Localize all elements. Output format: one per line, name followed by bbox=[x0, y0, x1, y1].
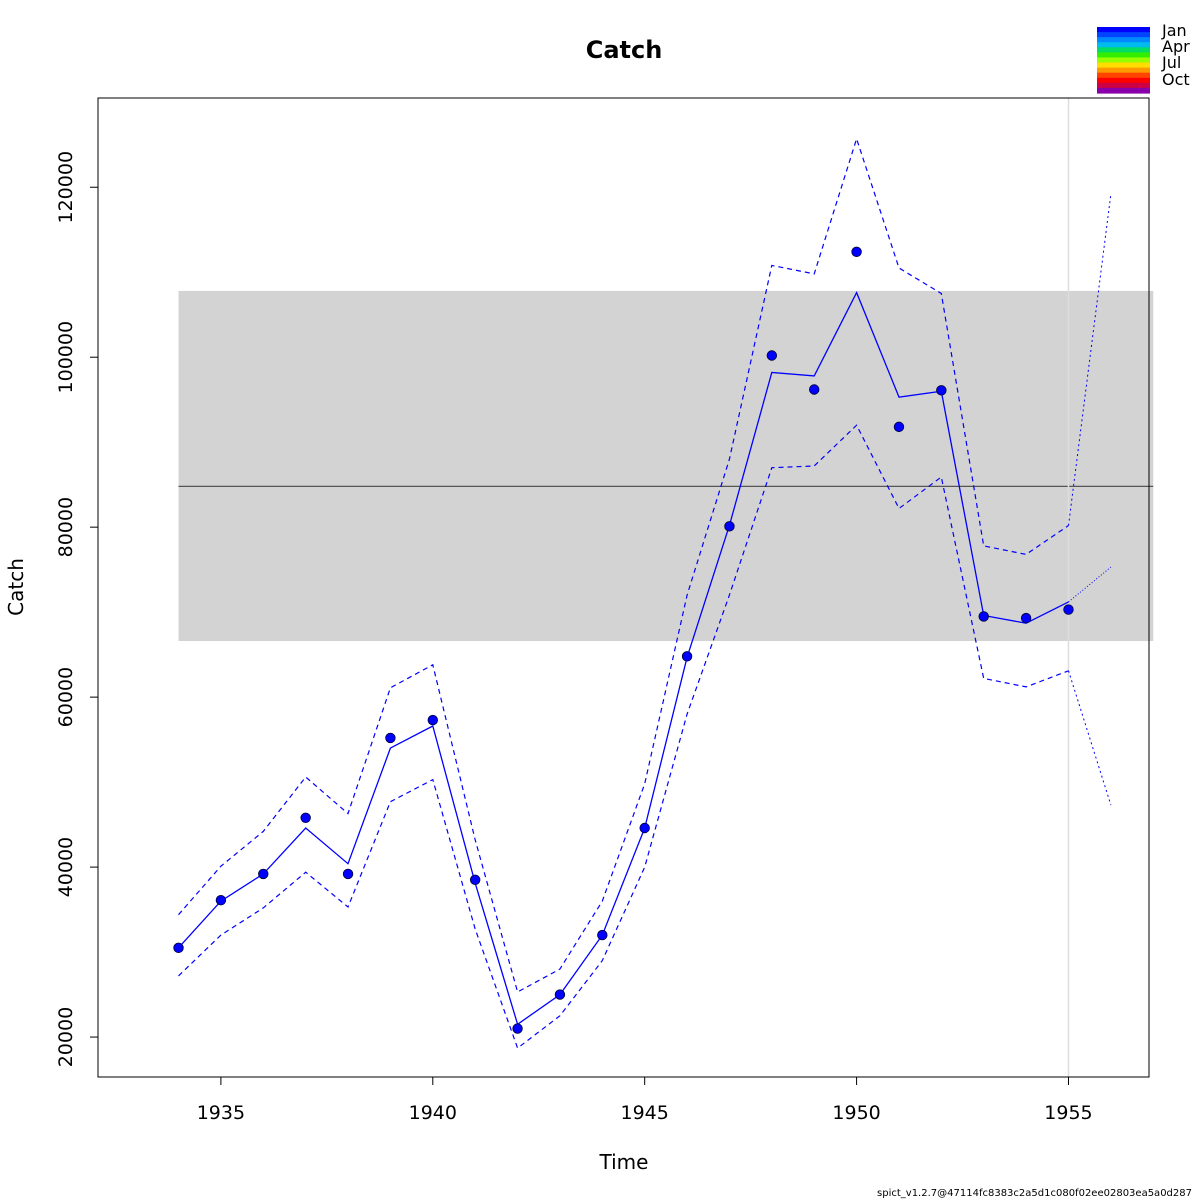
msy-band bbox=[178, 290, 1154, 642]
legend-label: Apr bbox=[1162, 37, 1190, 56]
observed-point bbox=[385, 732, 396, 744]
observed-point bbox=[554, 989, 566, 1000]
x-tick-label: 1940 bbox=[409, 1102, 457, 1124]
y-axis-label: Catch bbox=[4, 558, 28, 616]
observed-point bbox=[681, 651, 693, 662]
observed-point bbox=[427, 714, 438, 726]
x-tick-label: 1955 bbox=[1044, 1102, 1092, 1124]
footer-text: spict_v1.2.7@47114fc8383c2a5d1c080f02ee0… bbox=[877, 1188, 1192, 1199]
forecast-lower-line bbox=[1068, 670, 1112, 806]
x-tick-label: 1935 bbox=[197, 1102, 245, 1124]
observed-point bbox=[342, 868, 354, 880]
observed-point bbox=[597, 929, 608, 941]
x-tick-label: 1945 bbox=[621, 1102, 669, 1124]
observed-point bbox=[978, 611, 989, 622]
ci-lower-line bbox=[178, 424, 1069, 1050]
y-tick-label: 60000 bbox=[55, 667, 77, 727]
legend-color-swatch bbox=[1097, 57, 1150, 64]
observed-point bbox=[1063, 604, 1074, 615]
legend-color-swatch bbox=[1097, 52, 1150, 59]
legend-color-swatch bbox=[1097, 77, 1150, 84]
x-axis: 1935 1940 1945 1950 1955 bbox=[197, 1076, 1093, 1124]
y-tick-label: 120000 bbox=[55, 151, 77, 224]
legend-label: Oct bbox=[1162, 70, 1190, 89]
observed-point bbox=[639, 822, 650, 834]
legend-color-swatch bbox=[1097, 42, 1150, 48]
observed-point bbox=[300, 812, 311, 824]
y-tick-label: 100000 bbox=[55, 321, 77, 394]
observed-point bbox=[724, 521, 735, 532]
observed-point bbox=[1020, 612, 1032, 624]
legend-color-swatch bbox=[1097, 27, 1150, 33]
observed-point bbox=[766, 350, 778, 361]
legend-color-swatch bbox=[1097, 32, 1150, 38]
chart-title: Catch bbox=[586, 36, 663, 64]
forecast-upper-line bbox=[1068, 193, 1112, 526]
legend-label: Jul bbox=[1161, 53, 1181, 72]
legend-color-swatch bbox=[1097, 82, 1150, 89]
observed-point bbox=[258, 868, 269, 880]
observed-point bbox=[173, 942, 184, 954]
y-tick-label: 80000 bbox=[55, 497, 77, 557]
legend-color-swatch bbox=[1097, 37, 1150, 43]
observed-point bbox=[893, 421, 905, 433]
observed-point bbox=[809, 384, 820, 395]
observed-point bbox=[851, 246, 862, 258]
predicted-catch-line bbox=[178, 291, 1069, 1026]
legend-color-swatch bbox=[1097, 72, 1150, 79]
observed-point bbox=[469, 874, 481, 886]
observed-point bbox=[936, 385, 947, 396]
legend-label: Jan bbox=[1161, 21, 1187, 40]
ci-upper-line bbox=[178, 136, 1069, 993]
legend-color-swatch bbox=[1097, 47, 1150, 53]
x-tick-label: 1950 bbox=[832, 1102, 880, 1124]
observed-point bbox=[512, 1023, 523, 1034]
y-axis: 20000 40000 60000 80000 100000 120000 bbox=[55, 151, 99, 1067]
legend-color-swatch bbox=[1097, 87, 1150, 94]
x-axis-label: Time bbox=[599, 1150, 649, 1174]
observed-point bbox=[215, 895, 227, 906]
forecast-line bbox=[1068, 566, 1112, 603]
y-tick-label: 20000 bbox=[55, 1007, 77, 1067]
legend-color-swatch bbox=[1097, 62, 1150, 69]
y-tick-label: 40000 bbox=[55, 837, 77, 897]
legend-color-swatch bbox=[1097, 67, 1150, 74]
